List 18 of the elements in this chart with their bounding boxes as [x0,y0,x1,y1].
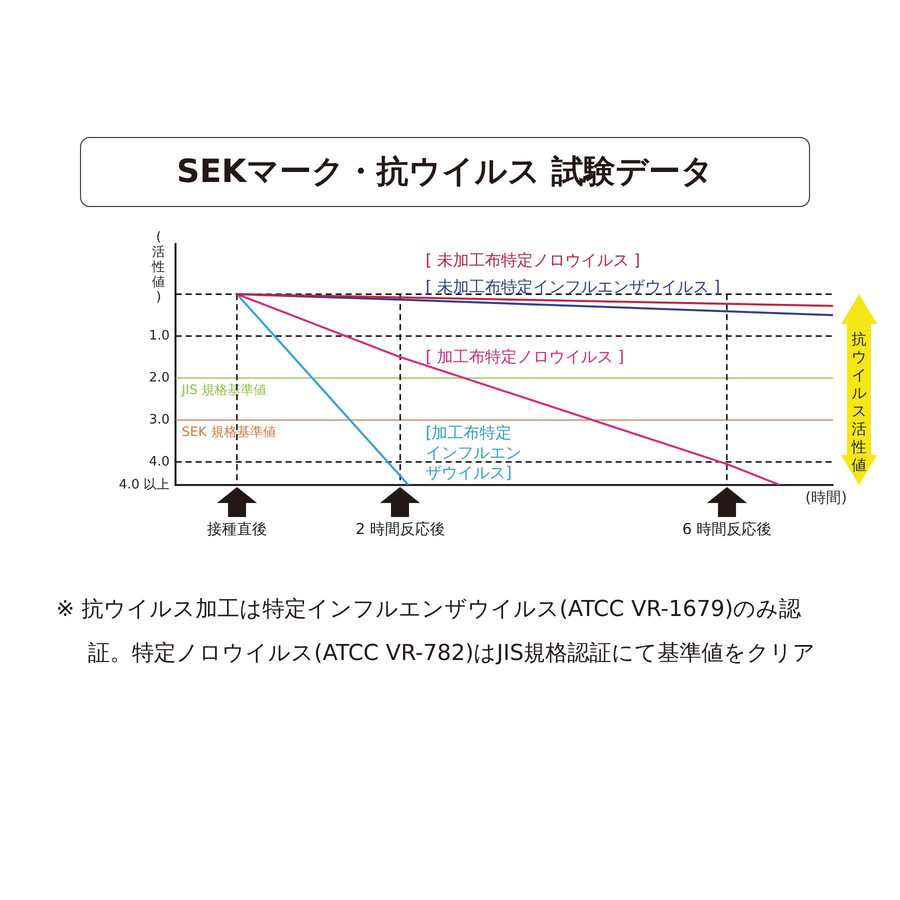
y-tick-label: 1.0 [148,328,170,344]
chart-title: SEKマーク・抗ウイルス 試験データ [80,137,810,207]
y-tick-label: 3.0 [148,412,170,428]
series-label: [ 加工布特定ノロウイルス ] [425,347,624,366]
y-axis-title: (活性値) [150,230,166,305]
x-tick-label: 6 時間反応後 [682,520,772,538]
text: 4.0 以上 [118,477,170,492]
x-tick-label: 2 時間反応後 [356,520,445,538]
series-label: [加工布特定インフルエンザウイルス] [425,423,522,482]
y-tick-label: 4.0 [148,454,170,470]
series-label: [ 未加工布特定ノロウイルス ] [425,250,640,270]
y-tick-label: 2.0 [148,370,170,386]
x-tick-label: 接種直後 [206,520,267,538]
text: 抗ウイルス活性値 [850,330,868,474]
series-label: [ 未加工布特定インフルエンザウイルス ] [425,277,720,296]
ref-line-label: SEK 規格基準値 [182,424,276,440]
x-axis-title: (時間) [805,488,847,506]
text: ※ 抗ウイルス加工は特定インフルエンザウイルス(ATCC VR-1679)のみ認証。特定ノロウイルス(ATCC VR-782)はJIS規格認証にて基準値をクリア [56,596,817,668]
